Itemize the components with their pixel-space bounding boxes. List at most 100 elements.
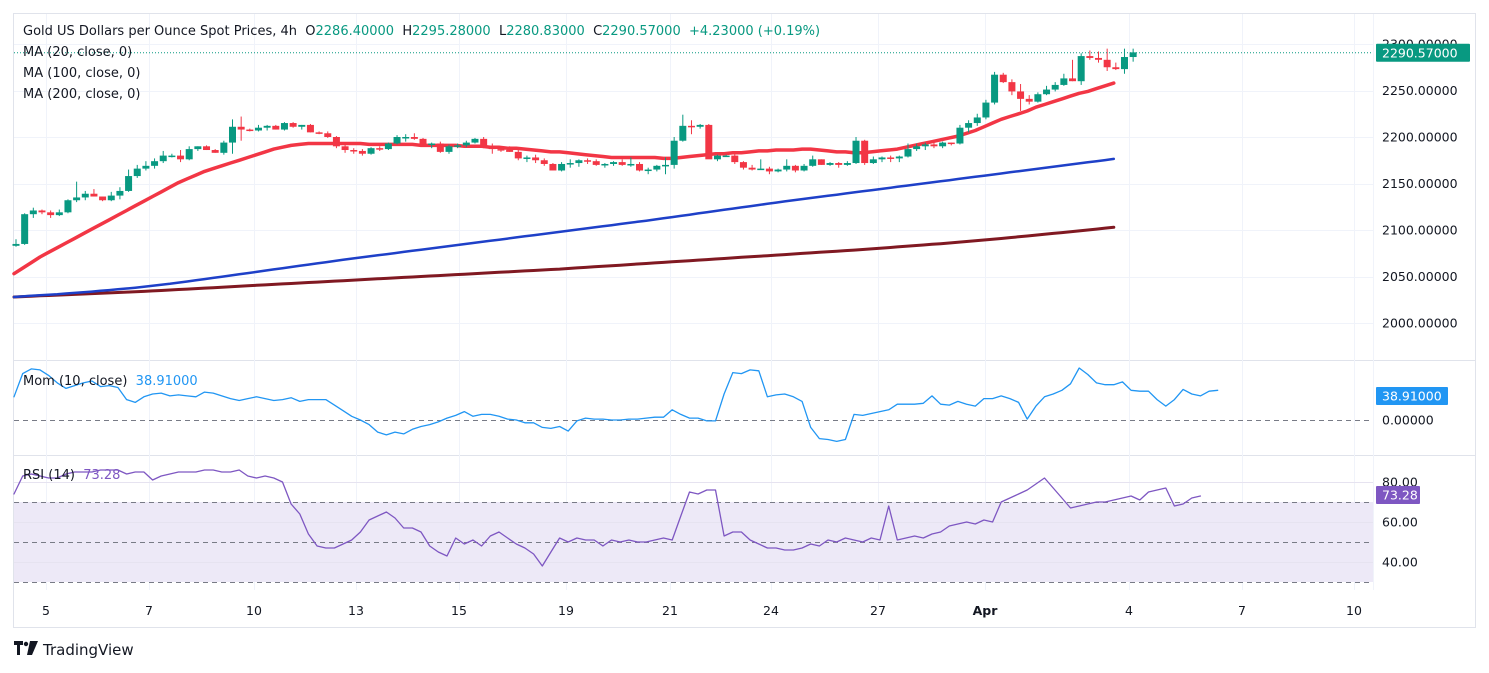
candle-down bbox=[376, 148, 384, 150]
tradingview-logo[interactable]: TradingView bbox=[14, 641, 134, 659]
momentum-line bbox=[13, 367, 1219, 443]
candle-up bbox=[575, 160, 583, 164]
candle-up bbox=[73, 197, 81, 201]
candle-up bbox=[670, 140, 678, 165]
candle-up bbox=[133, 168, 141, 177]
price-tick-label: 2050.00000 bbox=[1382, 269, 1458, 284]
momentum-value: 38.91000 bbox=[135, 374, 198, 389]
candle-down bbox=[636, 163, 644, 171]
candle-down bbox=[947, 142, 955, 145]
candle-up bbox=[939, 142, 947, 147]
candle-up bbox=[895, 156, 903, 159]
candle-down bbox=[315, 132, 323, 134]
candle-up bbox=[125, 176, 133, 191]
candle-up bbox=[298, 124, 306, 127]
candle-up bbox=[783, 165, 791, 170]
low-value: 2280.83000 bbox=[506, 24, 585, 39]
candle-up bbox=[194, 146, 202, 150]
candle-down bbox=[480, 138, 488, 147]
candle-up bbox=[662, 164, 669, 167]
candle-up bbox=[81, 193, 89, 198]
candle-up bbox=[713, 155, 721, 160]
time-tick-label: 15 bbox=[451, 603, 467, 618]
candle-down bbox=[532, 157, 540, 161]
rsi-tick-label: 80.00 bbox=[1382, 475, 1418, 490]
price-tick-label: 2000.00000 bbox=[1382, 316, 1458, 331]
candle-down bbox=[47, 212, 55, 216]
candle-down bbox=[99, 196, 107, 201]
candle-up bbox=[445, 146, 453, 152]
ma20-line bbox=[12, 81, 1116, 276]
candle-up bbox=[904, 149, 912, 157]
price-tick-label: 2250.00000 bbox=[1382, 83, 1458, 98]
candle-up bbox=[982, 102, 990, 118]
candle-up bbox=[991, 74, 999, 103]
candle-down bbox=[237, 126, 245, 130]
price-tick-label: 2100.00000 bbox=[1382, 223, 1458, 238]
candle-up bbox=[869, 159, 877, 164]
momentum-label: Mom (10, close) bbox=[23, 374, 128, 389]
ma100-legend[interactable]: MA (100, close, 0) bbox=[23, 66, 141, 81]
ma100-line bbox=[12, 157, 1116, 299]
candle-down bbox=[211, 150, 219, 153]
candle-down bbox=[1112, 67, 1120, 70]
candle-up bbox=[151, 161, 159, 166]
candle-up bbox=[254, 127, 262, 131]
candle-down bbox=[246, 129, 254, 132]
candle-down bbox=[410, 137, 418, 139]
candle-down bbox=[419, 138, 427, 145]
candle-down bbox=[835, 163, 843, 165]
rsi-value-badge: 73.28 bbox=[1382, 488, 1418, 503]
candle-down bbox=[861, 140, 869, 164]
candle-down bbox=[203, 146, 211, 151]
candle-down bbox=[436, 143, 444, 152]
candle-up bbox=[1129, 52, 1137, 58]
time-tick-label: 13 bbox=[348, 603, 364, 618]
candle-up bbox=[462, 142, 470, 146]
high-label: H bbox=[402, 24, 413, 39]
candle-up bbox=[107, 195, 115, 201]
candle-down bbox=[618, 162, 626, 165]
candle-up bbox=[1077, 56, 1085, 82]
price-tick-label: 2150.00000 bbox=[1382, 176, 1458, 191]
candle-up bbox=[185, 149, 193, 160]
candle-up bbox=[757, 168, 765, 171]
candle-up bbox=[454, 145, 462, 147]
candle-down bbox=[514, 151, 522, 159]
ma20-legend[interactable]: MA (20, close, 0) bbox=[23, 45, 133, 60]
candle-down bbox=[289, 123, 297, 127]
rsi-tick-label: 40.00 bbox=[1382, 555, 1418, 570]
ma200-legend[interactable]: MA (200, close, 0) bbox=[23, 87, 141, 102]
candle-up bbox=[1043, 89, 1051, 95]
candle-down bbox=[739, 162, 747, 168]
close-value: 2290.57000 bbox=[602, 24, 681, 39]
candle-up bbox=[142, 165, 150, 169]
time-tick-label: Apr bbox=[973, 603, 999, 618]
candle-up bbox=[220, 142, 228, 153]
candle-down bbox=[324, 133, 332, 137]
candle-down bbox=[306, 124, 314, 133]
candle-down bbox=[540, 160, 548, 164]
candle-down bbox=[791, 165, 799, 171]
candle-up bbox=[601, 163, 609, 166]
time-tick-label: 7 bbox=[145, 603, 153, 618]
candle-up bbox=[800, 165, 808, 171]
candle-down bbox=[38, 210, 46, 213]
candle-down bbox=[1069, 78, 1077, 82]
candle-up bbox=[12, 243, 20, 246]
candle-down bbox=[497, 149, 505, 151]
open-label: O bbox=[305, 24, 316, 39]
last-price-badge-bg bbox=[1376, 43, 1470, 62]
momentum-legend[interactable]: Mom (10, close) 38.91000 bbox=[23, 372, 198, 392]
candle-down bbox=[817, 159, 825, 165]
time-tick-label: 5 bbox=[42, 603, 50, 618]
candle-up bbox=[367, 148, 375, 154]
candle-up bbox=[843, 163, 851, 165]
candle-up bbox=[168, 155, 176, 158]
time-tick-label: 21 bbox=[662, 603, 678, 618]
tradingview-logo-text: TradingView bbox=[43, 641, 134, 659]
rsi-legend[interactable]: RSI (14) 73.28 bbox=[23, 466, 120, 486]
candle-up bbox=[809, 159, 817, 166]
candle-down bbox=[549, 163, 557, 171]
